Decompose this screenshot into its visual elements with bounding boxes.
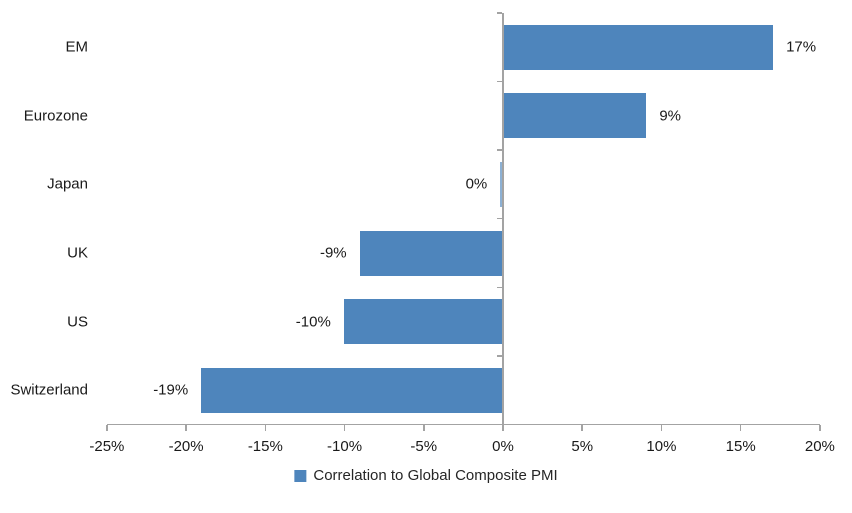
x-axis-tick-label: 0% <box>492 438 514 455</box>
data-label: -19% <box>153 381 189 399</box>
x-axis-tick-label: -20% <box>168 438 204 455</box>
x-axis-tick-label: 15% <box>725 438 756 455</box>
x-axis-tick <box>106 424 108 431</box>
bar <box>503 24 774 70</box>
bar <box>359 230 503 276</box>
x-axis-tick <box>423 424 425 431</box>
legend: Correlation to Global Composite PMI <box>294 467 558 484</box>
x-axis-tick <box>581 424 583 431</box>
data-label: 9% <box>659 107 682 125</box>
bar <box>503 93 647 139</box>
data-label: -9% <box>319 244 347 262</box>
category-boundary-tick <box>497 149 503 151</box>
x-axis-tick-label: -25% <box>89 438 125 455</box>
x-axis-tick-label: -15% <box>247 438 283 455</box>
x-axis-tick <box>264 424 267 431</box>
bar <box>343 299 503 345</box>
category-boundary-tick <box>497 286 503 289</box>
category-label: EM <box>65 38 89 56</box>
category-boundary-tick <box>497 80 503 83</box>
category-label: Japan <box>47 175 88 193</box>
legend-swatch-icon <box>294 469 307 482</box>
bar <box>201 367 503 413</box>
x-axis-tick <box>739 424 742 431</box>
category-boundary-tick <box>497 217 503 220</box>
x-axis-tick-label: -10% <box>327 438 363 455</box>
x-axis-tick <box>343 424 346 431</box>
category-label: Switzerland <box>10 381 88 399</box>
category-label: US <box>67 313 88 331</box>
zero-axis-line <box>502 13 504 425</box>
x-axis-tick <box>819 424 821 431</box>
x-axis-tick <box>185 424 187 431</box>
category-boundary-tick <box>497 355 503 357</box>
x-axis-line <box>106 423 820 426</box>
x-axis-tick <box>502 424 504 431</box>
x-axis-tick-label: 5% <box>571 438 594 455</box>
category-boundary-tick <box>497 12 503 14</box>
data-label: 0% <box>465 175 488 193</box>
x-axis-tick-label: -5% <box>410 438 438 455</box>
x-axis-tick <box>660 424 663 431</box>
x-axis-tick-label: 10% <box>646 438 677 455</box>
category-label: UK <box>67 244 88 262</box>
x-axis-tick-label: 20% <box>804 438 835 455</box>
data-label: -10% <box>295 313 331 331</box>
data-label: 17% <box>786 38 817 56</box>
legend-label: Correlation to Global Composite PMI <box>313 467 558 484</box>
bar <box>500 161 503 207</box>
category-label: Eurozone <box>23 107 88 125</box>
